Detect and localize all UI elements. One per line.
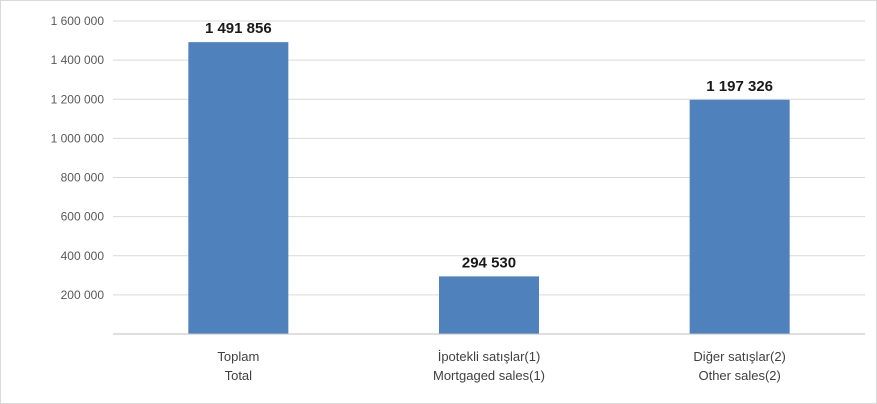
x-category-label: Total bbox=[225, 368, 253, 383]
x-category-label: İpotekli satışlar(1) bbox=[438, 349, 541, 364]
bar bbox=[439, 276, 539, 334]
data-label: 1 197 326 bbox=[706, 78, 773, 95]
y-tick-label: 1 200 000 bbox=[51, 92, 105, 106]
bar bbox=[188, 42, 289, 334]
data-labels: 1 491 856 294 530 1 197 326 bbox=[205, 20, 773, 271]
x-category-label: Other sales(2) bbox=[698, 368, 780, 383]
bars bbox=[188, 42, 790, 334]
y-tick-label: 800 000 bbox=[61, 171, 105, 185]
x-category-label: Toplam bbox=[217, 349, 259, 364]
data-label: 294 530 bbox=[462, 254, 516, 271]
y-tick-label: 1 000 000 bbox=[51, 131, 105, 145]
x-category-label: Diğer satışlar(2) bbox=[693, 349, 785, 364]
y-tick-label: 200 000 bbox=[61, 288, 105, 302]
y-axis-tick-labels: 200 000 400 000 600 000 800 000 1 000 000 1 2… bbox=[51, 14, 105, 302]
y-tick-label: 600 000 bbox=[61, 210, 105, 224]
y-tick-label: 1 400 000 bbox=[51, 53, 105, 67]
x-axis-category-labels: Toplam Total İpotekli satışlar(1) Mortgaged… bbox=[217, 349, 786, 383]
x-category-label: Mortgaged sales(1) bbox=[433, 368, 545, 383]
bar bbox=[689, 99, 790, 334]
data-label: 1 491 856 bbox=[205, 20, 272, 37]
y-tick-label: 400 000 bbox=[61, 249, 105, 263]
y-tick-label: 1 600 000 bbox=[51, 14, 105, 28]
